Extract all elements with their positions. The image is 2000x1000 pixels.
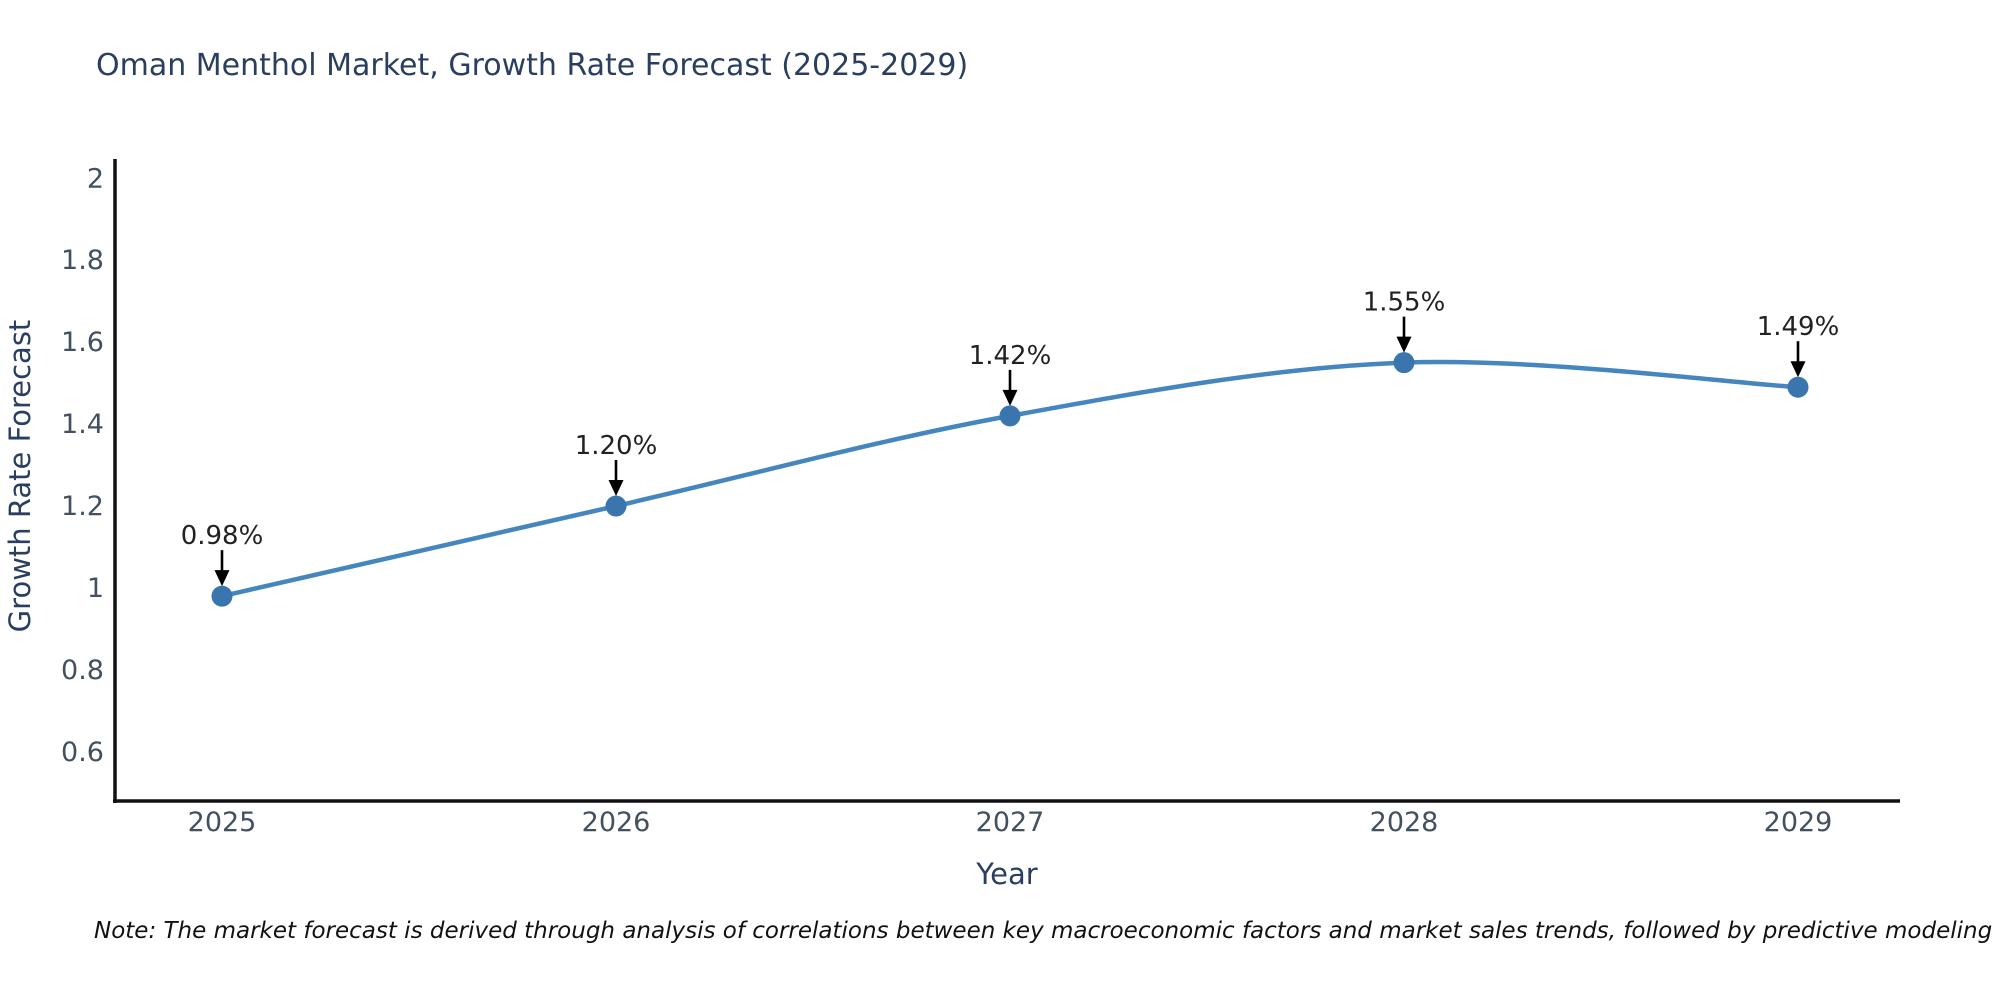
data-point-label: 1.49% <box>1757 312 1840 342</box>
y-tick-label: 1.2 <box>61 491 104 522</box>
annotation-arrowhead-icon <box>1790 361 1806 378</box>
data-point-marker[interactable] <box>211 585 233 607</box>
data-point-marker[interactable] <box>1787 376 1809 398</box>
data-point-label: 1.55% <box>1363 288 1446 318</box>
y-tick-label: 0.8 <box>61 655 104 686</box>
x-tick-label: 2026 <box>582 807 651 838</box>
footnote: Note: The market forecast is derived thr… <box>94 918 2000 944</box>
y-tick-label: 2 <box>87 163 104 194</box>
data-point-label: 0.98% <box>181 521 264 551</box>
data-point-marker[interactable] <box>999 405 1021 427</box>
x-axis-title: Year <box>975 857 1037 891</box>
annotation-arrowhead-icon <box>1396 336 1412 353</box>
y-tick-label: 1.4 <box>61 409 104 440</box>
y-tick-label: 1.8 <box>61 245 104 276</box>
y-tick-label: 1.6 <box>61 327 104 358</box>
data-point-marker[interactable] <box>605 495 627 517</box>
annotation-arrowhead-icon <box>1002 389 1018 406</box>
x-tick-label: 2029 <box>1764 807 1833 838</box>
x-tick-label: 2025 <box>188 807 257 838</box>
y-tick-label: 1 <box>87 573 104 604</box>
annotation-arrowhead-icon <box>214 570 230 587</box>
chart-title: Oman Menthol Market, Growth Rate Forecas… <box>96 48 969 83</box>
y-tick-label: 0.6 <box>61 737 104 768</box>
x-tick-label: 2027 <box>976 807 1045 838</box>
annotation-arrowhead-icon <box>608 480 624 497</box>
x-tick-label: 2028 <box>1370 807 1439 838</box>
data-point-label: 1.42% <box>969 341 1052 371</box>
data-point-marker[interactable] <box>1393 352 1415 374</box>
y-axis-title: Growth Rate Forecast <box>3 320 37 633</box>
data-point-label: 1.20% <box>575 431 658 461</box>
